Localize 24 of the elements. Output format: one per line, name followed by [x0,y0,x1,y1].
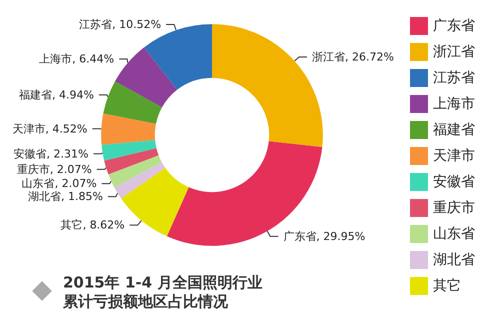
data-label: 江苏省, 10.52% [79,18,162,31]
legend-label: 安徽省 [433,174,475,190]
data-label: 广东省, 29.95% [283,230,366,243]
legend-label: 其它 [433,278,461,294]
data-label: 湖北省, 1.85% [28,190,103,204]
legend-label: 重庆市 [433,200,475,216]
data-label: 福建省, 4.94% [19,88,94,102]
legend-label: 上海市 [433,96,475,112]
data-label: 上海市, 6.44% [39,52,114,66]
data-label: 其它, 8.62% [60,218,125,232]
legend-label: 浙江省 [433,44,475,60]
text: 累计亏损额地区占比情况 [62,292,229,310]
legend-label: 山东省 [433,226,475,242]
data-label: 安徽省, 2.31% [14,147,88,160]
data-label: 重庆市, 2.07% [16,162,92,176]
legend-label: 湖北省 [433,252,475,268]
legend-label: 福建省 [433,122,475,138]
legend-label: 广东省 [433,18,475,34]
data-label: 山东省, 2.07% [22,177,97,190]
data-label: 天津市, 4.52% [12,122,88,136]
legend-label: 江苏省 [433,70,475,86]
data-label: 浙江省, 26.72% [312,50,394,64]
text: 2015年 1-4 月全国照明行业 [63,274,262,292]
legend-label: 天津市 [433,148,475,164]
